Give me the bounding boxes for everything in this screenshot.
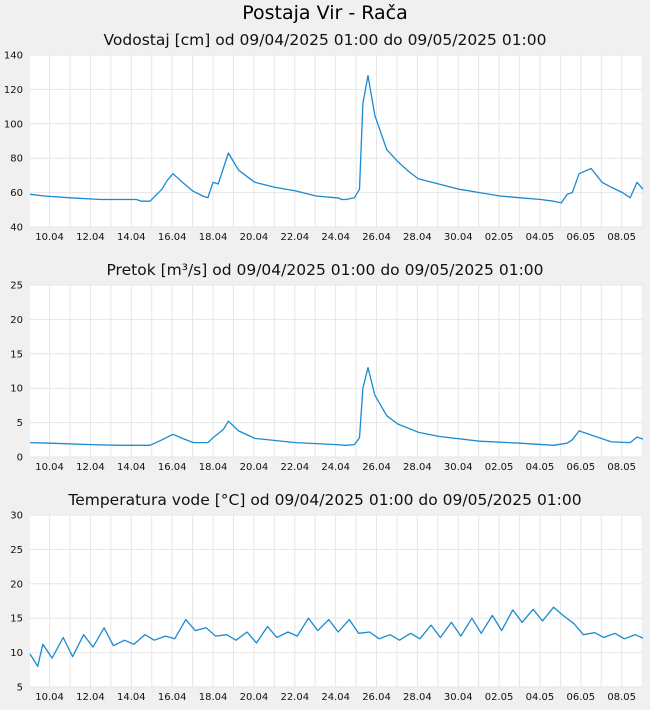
- y-tick-label: 120: [4, 85, 23, 96]
- x-tick-label: 16.04: [158, 692, 187, 703]
- x-tick-label: 22.04: [280, 462, 309, 473]
- x-tick-label: 04.05: [526, 462, 555, 473]
- x-tick-label: 10.04: [35, 462, 64, 473]
- x-tick-label: 04.05: [526, 232, 555, 243]
- y-tick-label: 60: [10, 188, 23, 199]
- x-tick-label: 14.04: [117, 462, 146, 473]
- x-tick-label: 12.04: [76, 692, 105, 703]
- x-tick-label: 30.04: [444, 692, 473, 703]
- y-tick-label: 40: [10, 223, 23, 234]
- y-tick-label: 15: [10, 349, 23, 360]
- x-tick-label: 24.04: [321, 462, 350, 473]
- x-tick-label: 28.04: [403, 692, 432, 703]
- x-tick-label: 02.05: [485, 692, 514, 703]
- x-tick-label: 02.05: [485, 462, 514, 473]
- x-tick-label: 24.04: [321, 232, 350, 243]
- x-tick-label: 18.04: [199, 232, 228, 243]
- x-tick-label: 18.04: [199, 462, 228, 473]
- x-tick-label: 14.04: [117, 692, 146, 703]
- x-tick-label: 26.04: [362, 692, 391, 703]
- x-tick-label: 02.05: [485, 232, 514, 243]
- x-tick-label: 06.05: [567, 692, 596, 703]
- x-tick-label: 22.04: [280, 692, 309, 703]
- x-tick-label: 30.04: [444, 232, 473, 243]
- y-tick-label: 20: [10, 579, 23, 590]
- x-tick-label: 20.04: [240, 232, 269, 243]
- y-tick-label: 10: [10, 384, 23, 395]
- y-tick-label: 25: [10, 281, 23, 292]
- y-tick-label: 5: [17, 683, 23, 694]
- chart-temperatura: 5 10 15 20 25 30 10.04 12.04 14.04 16.04 18.04 20.0…: [10, 491, 644, 703]
- chart-title: Temperatura vode [°C] od 09/04/2025 01:0…: [67, 491, 581, 509]
- x-tick-label: 22.04: [280, 232, 309, 243]
- x-tick-label: 18.04: [199, 692, 228, 703]
- x-tick-label: 10.04: [35, 232, 64, 243]
- plot-area: [30, 515, 643, 687]
- y-tick-label: 25: [10, 545, 23, 556]
- x-tick-label: 20.04: [240, 462, 269, 473]
- x-tick-label: 26.04: [362, 462, 391, 473]
- plot-area: [30, 285, 643, 457]
- x-tick-label: 30.04: [444, 462, 473, 473]
- y-tick-label: 10: [10, 648, 23, 659]
- y-tick-label: 30: [10, 511, 23, 522]
- y-tick-label: 15: [10, 614, 23, 625]
- chart-title: Pretok [m³/s] od 09/04/2025 01:00 do 09/…: [106, 261, 543, 279]
- x-tick-label: 08.05: [607, 462, 636, 473]
- series-line-vodostaj: [29, 74, 644, 204]
- y-tick-label: 100: [4, 119, 23, 130]
- x-tick-label: 26.04: [362, 232, 391, 243]
- y-tick-label: 5: [17, 418, 23, 429]
- x-tick-label: 06.05: [567, 462, 596, 473]
- x-tick-label: 08.05: [607, 232, 636, 243]
- x-tick-label: 28.04: [403, 232, 432, 243]
- x-tick-label: 16.04: [158, 232, 187, 243]
- x-tick-label: 08.05: [607, 692, 636, 703]
- chart-vodostaj: 40 60 80 100 120 140 10.04 12.04 14.04 16.04 18.04…: [4, 31, 644, 243]
- chart-title: Vodostaj [cm] od 09/04/2025 01:00 do 09/…: [103, 31, 546, 49]
- series-line-pretok: [29, 366, 644, 446]
- x-tick-label: 12.04: [76, 232, 105, 243]
- x-tick-label: 14.04: [117, 232, 146, 243]
- x-tick-label: 12.04: [76, 462, 105, 473]
- y-tick-label: 80: [10, 154, 23, 165]
- x-tick-label: 16.04: [158, 462, 187, 473]
- x-tick-label: 24.04: [321, 692, 350, 703]
- series-line-temperatura: [29, 606, 644, 668]
- chart-pretok: 0 5 10 15 20 25 10.04 12.04 14.04 16.04 18.04 20.04…: [10, 261, 644, 473]
- x-tick-label: 20.04: [240, 692, 269, 703]
- page-title: Postaja Vir - Rača: [242, 2, 408, 24]
- y-tick-label: 140: [4, 51, 23, 62]
- y-tick-label: 20: [10, 315, 23, 326]
- x-tick-label: 06.05: [567, 232, 596, 243]
- x-tick-label: 10.04: [35, 692, 64, 703]
- x-tick-label: 04.05: [526, 692, 555, 703]
- y-tick-label: 0: [17, 453, 23, 464]
- x-tick-label: 28.04: [403, 462, 432, 473]
